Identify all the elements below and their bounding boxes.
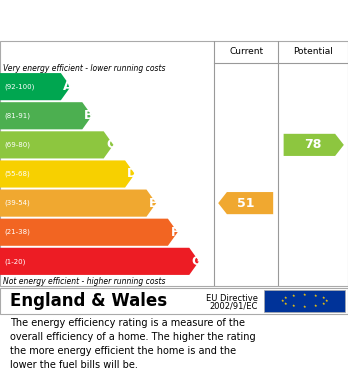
Text: Current: Current <box>229 47 263 56</box>
Text: England & Wales: England & Wales <box>10 292 168 310</box>
Text: 51: 51 <box>237 197 255 210</box>
Text: F: F <box>171 226 179 239</box>
Text: ★: ★ <box>303 305 306 309</box>
Text: (55-68): (55-68) <box>4 171 30 177</box>
Text: ★: ★ <box>292 304 295 308</box>
Text: (92-100): (92-100) <box>4 83 34 90</box>
Text: ★: ★ <box>322 302 326 306</box>
FancyBboxPatch shape <box>264 290 345 312</box>
Text: C: C <box>106 138 115 151</box>
Text: Not energy efficient - higher running costs: Not energy efficient - higher running co… <box>3 277 166 286</box>
Text: G: G <box>191 255 201 268</box>
Text: ★: ★ <box>314 304 317 308</box>
Polygon shape <box>0 219 177 246</box>
Text: (1-20): (1-20) <box>4 258 25 265</box>
Text: (69-80): (69-80) <box>4 142 30 148</box>
Text: 78: 78 <box>304 138 322 151</box>
Text: A: A <box>63 80 72 93</box>
Text: ★: ★ <box>314 294 317 298</box>
Polygon shape <box>0 248 199 275</box>
Text: ★: ★ <box>322 296 326 300</box>
Polygon shape <box>284 134 344 156</box>
Text: (81-91): (81-91) <box>4 113 30 119</box>
Text: D: D <box>127 167 137 181</box>
Text: E: E <box>149 197 158 210</box>
Text: Energy Efficiency Rating: Energy Efficiency Rating <box>10 12 220 27</box>
Text: B: B <box>84 109 94 122</box>
Text: ★: ★ <box>283 302 287 306</box>
Text: The energy efficiency rating is a measure of the
overall efficiency of a home. T: The energy efficiency rating is a measur… <box>10 318 256 370</box>
Text: (21-38): (21-38) <box>4 229 30 235</box>
Text: (39-54): (39-54) <box>4 200 30 206</box>
Polygon shape <box>0 102 92 129</box>
Text: Very energy efficient - lower running costs: Very energy efficient - lower running co… <box>3 65 166 74</box>
Polygon shape <box>0 73 71 100</box>
Polygon shape <box>218 192 273 214</box>
Text: ★: ★ <box>325 299 329 303</box>
Text: ★: ★ <box>303 293 306 297</box>
Text: ★: ★ <box>292 294 295 298</box>
Text: ★: ★ <box>280 299 284 303</box>
Text: Potential: Potential <box>293 47 333 56</box>
Text: EU Directive: EU Directive <box>206 294 258 303</box>
Polygon shape <box>0 131 113 158</box>
Polygon shape <box>0 160 135 188</box>
Polygon shape <box>0 190 156 217</box>
Text: ★: ★ <box>283 296 287 300</box>
Text: 2002/91/EC: 2002/91/EC <box>209 301 258 310</box>
